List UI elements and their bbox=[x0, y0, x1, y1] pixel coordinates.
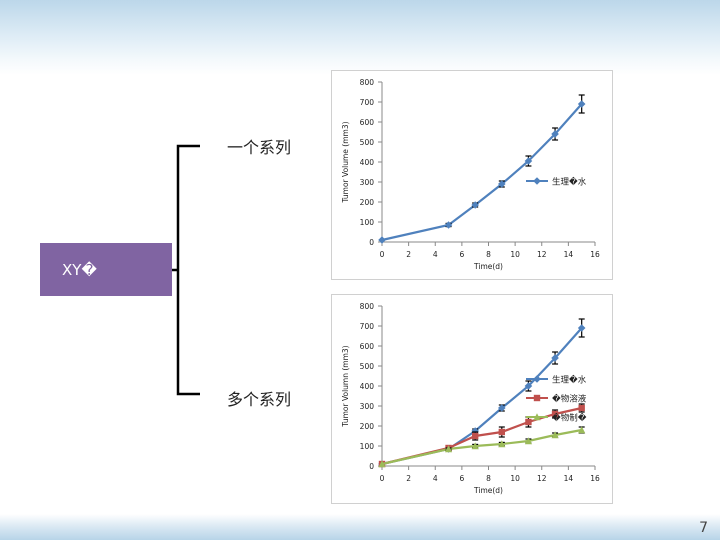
x-tick-label: 16 bbox=[590, 474, 600, 483]
y-tick-label: 100 bbox=[360, 442, 375, 451]
legend-label-2: �物制� bbox=[552, 413, 587, 424]
x-tick-label: 6 bbox=[459, 474, 464, 483]
x-tick-label: 2 bbox=[406, 250, 411, 259]
y-tick-label: 500 bbox=[360, 138, 375, 147]
y-tick-label: 400 bbox=[360, 382, 375, 391]
y-tick-label: 700 bbox=[360, 98, 375, 107]
chart-single-svg: 0 100 200 300 400 500 600 700 800 0 2 4 6 8 10 12 14 16 Ti… bbox=[341, 78, 600, 271]
branch-single-label: 一个系列 bbox=[226, 138, 291, 157]
data-point bbox=[471, 201, 479, 209]
x-axis-label: Time(d) bbox=[473, 486, 503, 495]
data-point bbox=[551, 431, 559, 439]
x-axis-label: Time(d) bbox=[473, 262, 503, 271]
page-number: 7 bbox=[699, 520, 708, 536]
y-tick-label: 200 bbox=[360, 198, 375, 207]
data-point bbox=[578, 426, 586, 434]
root-label: XY� bbox=[62, 260, 97, 279]
legend-label-0: 生理�水 bbox=[552, 177, 587, 188]
slide-footer-band bbox=[0, 514, 720, 540]
x-tick-label: 10 bbox=[510, 474, 520, 483]
chart-single-series: 0 100 200 300 400 500 600 700 800 0 2 4 6 8 10 12 14 16 Ti… bbox=[331, 70, 613, 280]
x-tick-label: 2 bbox=[406, 474, 411, 483]
y-tick-label: 300 bbox=[360, 402, 375, 411]
data-point bbox=[498, 180, 506, 188]
x-tick-label: 14 bbox=[564, 474, 574, 483]
x-tick-label: 8 bbox=[486, 250, 491, 259]
y-tick-label: 0 bbox=[369, 462, 374, 471]
legend-label-0: 生理�水 bbox=[552, 375, 587, 386]
x-tick-label: 4 bbox=[433, 250, 438, 259]
chart-multi-series: 0 100 200 300 400 500 600 700 800 0 2 4 6 8 10 12 14 16 Ti… bbox=[331, 294, 613, 504]
x-tick-label: 16 bbox=[590, 250, 600, 259]
data-point bbox=[578, 404, 585, 412]
y-tick-label: 300 bbox=[360, 178, 375, 187]
y-tick-label: 600 bbox=[360, 342, 375, 351]
data-point bbox=[525, 418, 532, 426]
data-point bbox=[498, 404, 506, 412]
branch-single-series: 一个系列 bbox=[207, 126, 311, 166]
x-tick-label: 4 bbox=[433, 474, 438, 483]
y-tick-label: 800 bbox=[360, 78, 375, 87]
x-tick-label: 6 bbox=[459, 250, 464, 259]
data-point bbox=[471, 432, 479, 440]
data-point bbox=[471, 442, 479, 450]
branch-multi-label: 多个系列 bbox=[226, 390, 291, 409]
legend-marker-0 bbox=[533, 375, 541, 383]
data-point bbox=[551, 410, 559, 418]
y-tick-label: 0 bbox=[369, 238, 374, 247]
y-axis-label: Tumor Volumn (mm3) bbox=[341, 345, 350, 427]
data-point bbox=[498, 440, 506, 448]
y-tick-label: 800 bbox=[360, 302, 375, 311]
y-tick-label: 100 bbox=[360, 218, 375, 227]
data-point bbox=[524, 437, 533, 445]
y-tick-label: 200 bbox=[360, 422, 375, 431]
x-tick-label: 14 bbox=[564, 250, 574, 259]
x-tick-label: 12 bbox=[537, 250, 547, 259]
legend-marker-2 bbox=[533, 413, 541, 421]
y-tick-label: 700 bbox=[360, 322, 375, 331]
slide-header-band bbox=[0, 0, 720, 75]
branch-multi-series: 多个系列 bbox=[207, 378, 311, 418]
x-tick-label: 8 bbox=[486, 474, 491, 483]
data-point bbox=[444, 221, 453, 229]
y-tick-label: 600 bbox=[360, 118, 375, 127]
y-tick-label: 400 bbox=[360, 158, 375, 167]
data-point bbox=[378, 236, 386, 244]
legend-marker-1 bbox=[533, 394, 541, 402]
series-line-0 bbox=[381, 103, 583, 242]
y-axis-label: Tumor Volume (mm3) bbox=[341, 121, 350, 203]
x-tick-label: 0 bbox=[380, 474, 385, 483]
x-tick-label: 0 bbox=[380, 250, 385, 259]
root-node: XY� bbox=[40, 243, 172, 296]
chart-multi-svg: 0 100 200 300 400 500 600 700 800 0 2 4 6 8 10 12 14 16 Ti… bbox=[341, 302, 600, 495]
x-tick-label: 10 bbox=[510, 250, 520, 259]
data-point bbox=[444, 445, 453, 453]
data-point bbox=[378, 460, 386, 468]
data-point bbox=[498, 428, 506, 436]
y-tick-label: 500 bbox=[360, 362, 375, 371]
legend-marker-0 bbox=[533, 177, 541, 185]
x-tick-label: 12 bbox=[537, 474, 547, 483]
legend-label-1: �物溶液 bbox=[552, 394, 587, 405]
